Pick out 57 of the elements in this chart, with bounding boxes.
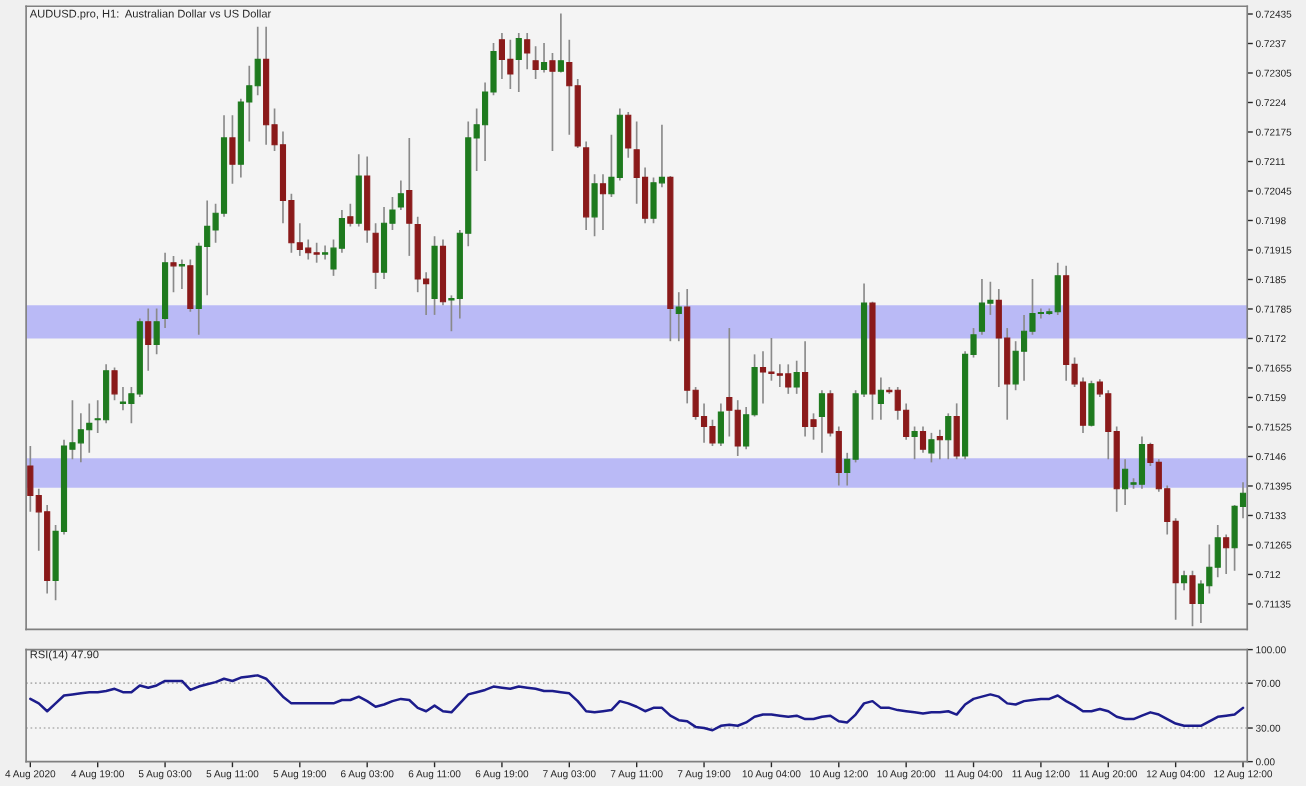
candlestick — [77, 412, 84, 464]
candlestick — [406, 137, 413, 257]
candlestick — [524, 32, 531, 71]
candlestick — [355, 153, 362, 228]
candlestick — [397, 179, 404, 211]
candlestick — [372, 222, 379, 290]
candlestick — [978, 278, 986, 336]
candlestick — [650, 176, 657, 225]
candlestick — [119, 386, 127, 412]
candlestick — [170, 255, 177, 294]
candlestick — [187, 258, 194, 313]
candlestick — [111, 366, 118, 402]
candlestick — [254, 25, 261, 97]
candlestick — [675, 291, 682, 343]
candlestick — [928, 432, 935, 464]
candlestick — [734, 399, 741, 457]
candlestick — [911, 425, 918, 461]
candlestick — [86, 402, 93, 454]
candlestick — [919, 425, 927, 454]
candlestick — [995, 288, 1002, 388]
candlestick — [625, 111, 632, 159]
candlestick — [347, 202, 354, 228]
candlestick — [945, 412, 952, 461]
candlestick — [1054, 261, 1061, 316]
candlestick — [145, 307, 152, 372]
candlestick — [1223, 533, 1230, 575]
candlestick — [229, 114, 236, 185]
candlestick — [936, 428, 943, 461]
candlestick — [768, 337, 775, 382]
candlestick — [498, 32, 506, 80]
candlestick — [599, 173, 607, 231]
candlestick — [549, 52, 556, 152]
candlestick — [1138, 435, 1146, 490]
candlestick — [507, 39, 514, 90]
candlestick — [785, 363, 792, 395]
candlestick — [153, 307, 160, 356]
candlestick — [1088, 379, 1095, 428]
candlestick — [1214, 524, 1221, 579]
candlestick — [178, 258, 185, 290]
candlestick — [953, 402, 960, 461]
candlestick — [557, 12, 564, 74]
candlestick — [591, 173, 598, 238]
candlestick — [776, 363, 783, 388]
candlestick — [877, 376, 884, 421]
candlestick — [709, 418, 716, 447]
candlestick — [1122, 458, 1129, 506]
candlestick — [313, 241, 320, 264]
candlestick — [532, 45, 539, 80]
candlestick — [818, 389, 826, 454]
candlestick — [515, 32, 522, 93]
candlestick — [717, 402, 724, 447]
candlestick — [793, 359, 800, 395]
candlestick — [1180, 570, 1188, 592]
candlestick — [759, 350, 767, 405]
candlestick — [1020, 314, 1028, 382]
line-series — [29, 674, 1245, 732]
candlestick — [540, 42, 548, 74]
